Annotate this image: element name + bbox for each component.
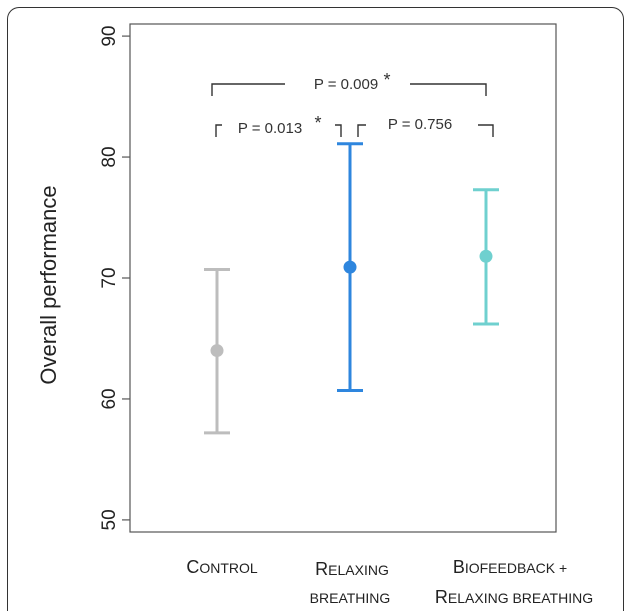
figure-frame bbox=[7, 7, 624, 611]
significance-star: * bbox=[314, 113, 321, 133]
p-value-label: P = 0.013 bbox=[238, 120, 302, 137]
y-tick-label: 80 bbox=[99, 146, 120, 167]
category-label: RELAXING bbox=[315, 559, 389, 579]
y-tick-label: 50 bbox=[99, 509, 120, 530]
error-bar-group bbox=[337, 142, 363, 392]
bracket-line-left bbox=[357, 124, 366, 137]
bracket-control-vs-relaxing: P = 0.013 * bbox=[215, 113, 342, 137]
p-value-label: P = 0.009 bbox=[314, 76, 378, 93]
bracket-control-vs-biofeedback: P = 0.009 * bbox=[211, 70, 487, 96]
error-bar-group bbox=[473, 188, 499, 326]
y-tick-label: 70 bbox=[99, 267, 120, 288]
plot-area bbox=[129, 23, 557, 533]
category-label: CONTROL bbox=[186, 557, 258, 577]
bracket-relaxing-vs-biofeedback: P = 0.756 bbox=[357, 116, 494, 137]
mean-point bbox=[210, 344, 224, 358]
mean-point bbox=[343, 260, 357, 274]
significance-star: * bbox=[383, 70, 390, 90]
p-value-label: P = 0.756 bbox=[388, 116, 452, 133]
y-axis: 50 60 70 80 90 bbox=[99, 26, 130, 530]
error-bar-group bbox=[204, 268, 230, 435]
y-axis-label: Overall performance bbox=[36, 185, 61, 384]
bracket-line-right bbox=[410, 83, 487, 96]
category-label: BIOFEEDBACK + bbox=[453, 557, 567, 577]
category-label: RELAXING BREATHING bbox=[435, 587, 593, 607]
bracket-line-right bbox=[335, 124, 342, 137]
category-label: BREATHING bbox=[310, 590, 391, 606]
mean-point bbox=[479, 249, 493, 263]
x-axis-categories: CONTROL RELAXING BREATHING BIOFEEDBACK + REL… bbox=[186, 557, 593, 607]
bracket-line-right bbox=[478, 124, 494, 137]
error-bars bbox=[204, 142, 499, 435]
bracket-line-left bbox=[215, 124, 222, 137]
y-tick-label: 60 bbox=[99, 388, 120, 409]
significance-brackets: P = 0.009 * P = 0.013 * P = 0.756 bbox=[211, 70, 494, 137]
bracket-line-left bbox=[211, 83, 285, 96]
y-tick-label: 90 bbox=[99, 26, 120, 47]
